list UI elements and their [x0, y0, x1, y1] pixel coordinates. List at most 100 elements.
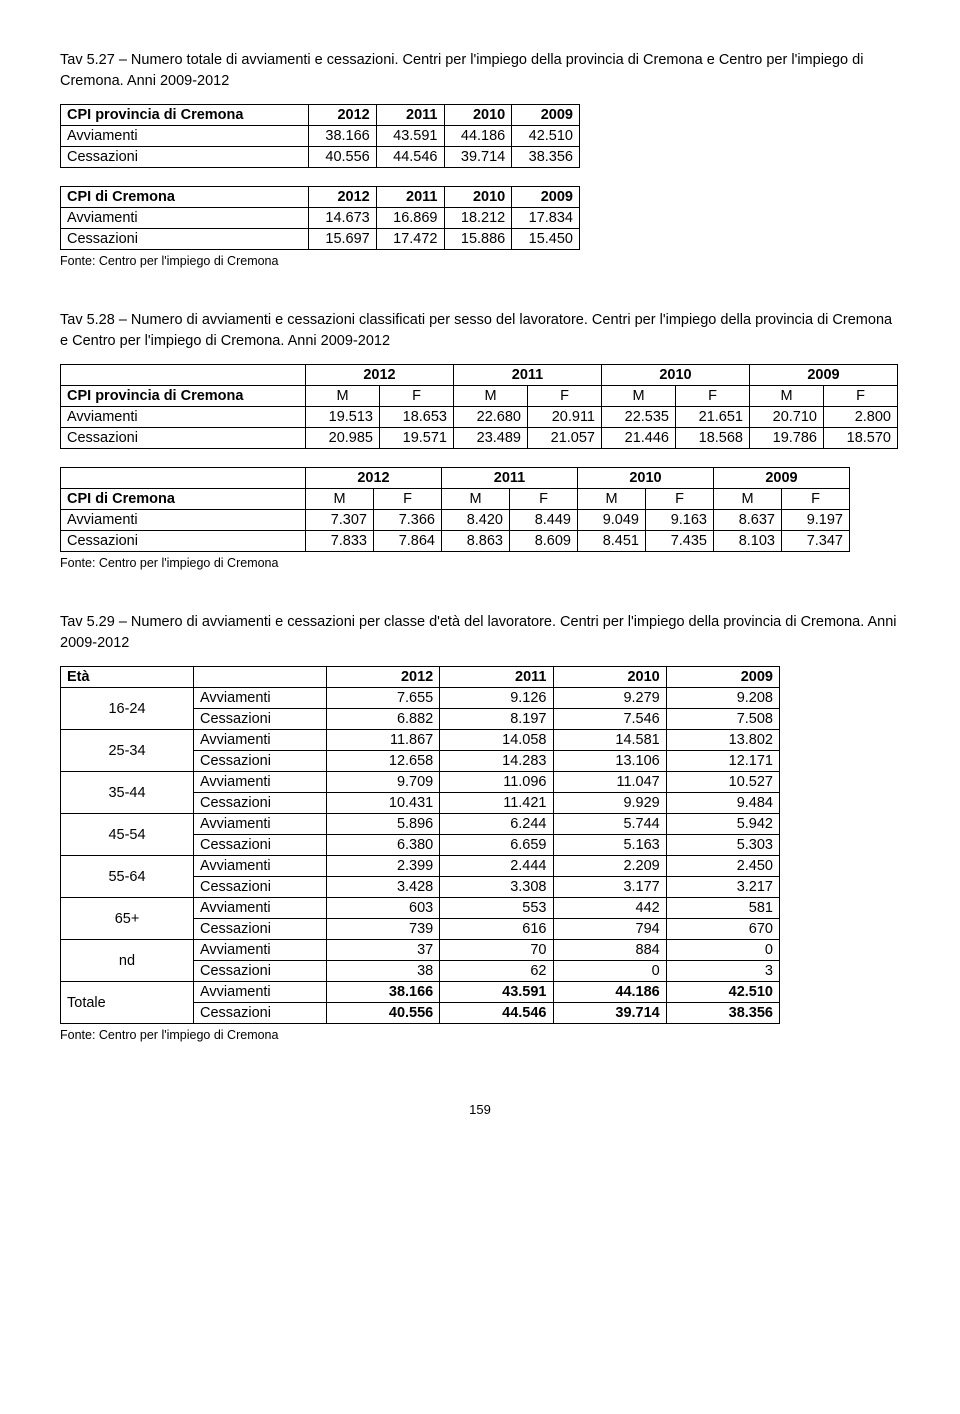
cell: 14.058: [440, 730, 553, 751]
cell: 38.356: [512, 147, 580, 168]
cell: 3.308: [440, 877, 553, 898]
sub-header: F: [380, 386, 454, 407]
year-header: 2010: [578, 468, 714, 489]
sub-header: F: [782, 489, 850, 510]
cell: 5.942: [666, 814, 779, 835]
cell: 14.283: [440, 751, 553, 772]
cell: 12.171: [666, 751, 779, 772]
cell: 7.833: [306, 531, 374, 552]
row-label: Avviamenti: [194, 772, 327, 793]
cell: 9.208: [666, 688, 779, 709]
age-label: 65+: [61, 898, 194, 940]
cell: 6.380: [327, 835, 440, 856]
cell: 22.680: [454, 407, 528, 428]
age-label: 35-44: [61, 772, 194, 814]
cell: 0: [666, 940, 779, 961]
cell: 15.697: [309, 229, 377, 250]
row-label: Avviamenti: [61, 510, 306, 531]
cell: 43.591: [376, 126, 444, 147]
sub-header: F: [528, 386, 602, 407]
cell: 16.869: [376, 208, 444, 229]
tav527-table1: CPI provincia di Cremona 2012 2011 2010 …: [60, 104, 580, 168]
tav529-source: Fonte: Centro per l'impiego di Cremona: [60, 1028, 900, 1042]
cell: 5.744: [553, 814, 666, 835]
tav528-source: Fonte: Centro per l'impiego di Cremona: [60, 556, 900, 570]
col-header: 2009: [512, 105, 580, 126]
cell: 39.714: [553, 1003, 666, 1024]
cell: 18.570: [824, 428, 898, 449]
tav527-caption: Tav 5.27 – Numero totale di avviamenti e…: [60, 50, 900, 92]
cell: 18.568: [676, 428, 750, 449]
sub-header: F: [646, 489, 714, 510]
cell: 9.929: [553, 793, 666, 814]
row-label: Cessazioni: [61, 229, 309, 250]
year-header: 2011: [454, 365, 602, 386]
row-label: Cessazioni: [61, 147, 309, 168]
col-header: 2010: [553, 667, 666, 688]
cell: 44.546: [440, 1003, 553, 1024]
col-header: 2009: [666, 667, 779, 688]
row-label: Cessazioni: [194, 919, 327, 940]
cell: 21.057: [528, 428, 602, 449]
cell: 10.527: [666, 772, 779, 793]
cell: 20.985: [306, 428, 380, 449]
cell: 7.347: [782, 531, 850, 552]
tav529-caption: Tav 5.29 – Numero di avviamenti e cessaz…: [60, 612, 900, 654]
row-label: Cessazioni: [194, 1003, 327, 1024]
tav527-source: Fonte: Centro per l'impiego di Cremona: [60, 254, 900, 268]
tav528-table2: 2012 2011 2010 2009 CPI di Cremona M F M…: [60, 467, 850, 552]
cell: 40.556: [309, 147, 377, 168]
cell: 553: [440, 898, 553, 919]
cell: 38.166: [309, 126, 377, 147]
age-label: 25-34: [61, 730, 194, 772]
col-header: 2011: [376, 187, 444, 208]
row-label: Cessazioni: [194, 751, 327, 772]
cell: 44.186: [444, 126, 512, 147]
cell: 7.508: [666, 709, 779, 730]
cell: 37: [327, 940, 440, 961]
col-header: 2011: [440, 667, 553, 688]
cell: 0: [553, 961, 666, 982]
cell: 42.510: [666, 982, 779, 1003]
row-label: Avviamenti: [61, 126, 309, 147]
sub-header: M: [306, 489, 374, 510]
sub-header: F: [374, 489, 442, 510]
cell: 70: [440, 940, 553, 961]
sub-header: M: [306, 386, 380, 407]
col-header: 2010: [444, 187, 512, 208]
age-label: 45-54: [61, 814, 194, 856]
cell: 3: [666, 961, 779, 982]
tav528-caption: Tav 5.28 – Numero di avviamenti e cessaz…: [60, 310, 900, 352]
cell: 22.535: [602, 407, 676, 428]
row-label: Avviamenti: [61, 208, 309, 229]
cell: 603: [327, 898, 440, 919]
cell: 6.244: [440, 814, 553, 835]
cell: 11.421: [440, 793, 553, 814]
cell: 3.217: [666, 877, 779, 898]
cell: 20.710: [750, 407, 824, 428]
col-header: 2012: [327, 667, 440, 688]
total-label: Totale: [61, 982, 194, 1024]
cell: 7.307: [306, 510, 374, 531]
year-header: 2012: [306, 365, 454, 386]
year-header: 2009: [714, 468, 850, 489]
cell: 7.435: [646, 531, 714, 552]
sub-header: M: [578, 489, 646, 510]
cell: 884: [553, 940, 666, 961]
tav527-table2: CPI di Cremona 2012 2011 2010 2009 Avvia…: [60, 186, 580, 250]
cell: 21.651: [676, 407, 750, 428]
cell: 5.303: [666, 835, 779, 856]
cell: 11.047: [553, 772, 666, 793]
row-label: Avviamenti: [194, 982, 327, 1003]
sub-header: F: [676, 386, 750, 407]
cell: 13.802: [666, 730, 779, 751]
sub-header: M: [602, 386, 676, 407]
col-header: Età: [61, 667, 194, 688]
col-header: [194, 667, 327, 688]
cell: 40.556: [327, 1003, 440, 1024]
sub-header: M: [750, 386, 824, 407]
cell: 794: [553, 919, 666, 940]
age-label: 55-64: [61, 856, 194, 898]
cell: 8.637: [714, 510, 782, 531]
row-label: Cessazioni: [61, 428, 306, 449]
